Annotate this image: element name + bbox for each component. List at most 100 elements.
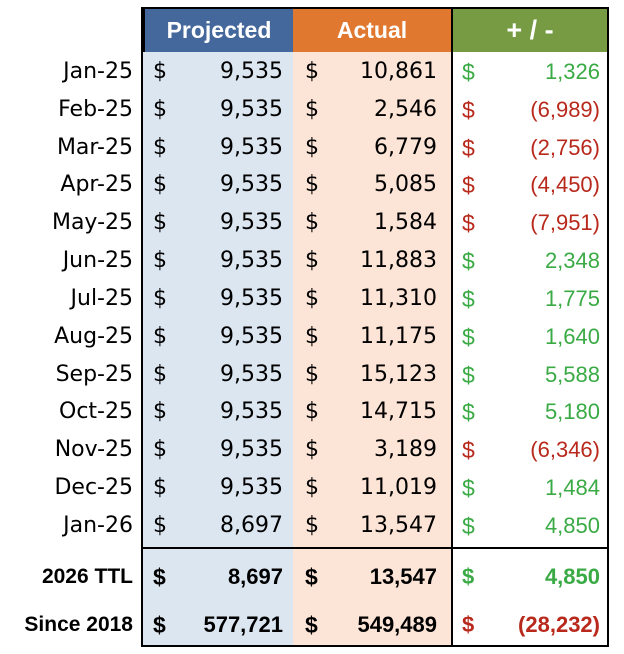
actual-currency-symbol[interactable]: $: [305, 59, 319, 84]
difference-value[interactable]: (6,989): [530, 97, 600, 122]
row-label[interactable]: Jan-25: [63, 59, 133, 84]
row-label[interactable]: Dec-25: [54, 475, 133, 500]
projected-value[interactable]: 9,535: [220, 324, 283, 349]
difference-currency-symbol[interactable]: $: [462, 97, 475, 123]
projected-value[interactable]: 9,535: [220, 59, 283, 84]
projected-value[interactable]: 9,535: [220, 437, 283, 462]
projected-currency-symbol[interactable]: $: [153, 210, 167, 235]
difference-currency-symbol[interactable]: $: [462, 59, 475, 85]
projected-currency-symbol[interactable]: $: [153, 286, 167, 311]
projected-currency-symbol[interactable]: $: [153, 513, 167, 538]
difference-currency-symbol[interactable]: $: [462, 513, 475, 539]
difference-value[interactable]: 4,850: [544, 564, 600, 589]
actual-currency-symbol[interactable]: $: [305, 437, 319, 462]
projected-currency-symbol[interactable]: $: [153, 172, 167, 197]
actual-value[interactable]: 11,310: [360, 286, 437, 311]
difference-value[interactable]: 5,180: [544, 399, 600, 424]
row-label[interactable]: Nov-25: [54, 437, 133, 462]
actual-value[interactable]: 11,883: [360, 248, 437, 273]
projected-currency-symbol[interactable]: $: [153, 437, 167, 462]
actual-value[interactable]: 5,085: [374, 172, 437, 197]
difference-value[interactable]: 2,348: [544, 248, 600, 273]
projected-value[interactable]: 8,697: [220, 513, 283, 538]
projected-currency-symbol[interactable]: $: [153, 564, 166, 590]
difference-currency-symbol[interactable]: $: [462, 612, 475, 637]
row-label[interactable]: Sep-25: [55, 362, 133, 387]
actual-currency-symbol[interactable]: $: [305, 475, 319, 500]
actual-currency-symbol[interactable]: $: [305, 172, 319, 197]
difference-currency-symbol[interactable]: $: [462, 248, 475, 274]
difference-value[interactable]: 1,640: [544, 324, 600, 349]
projected-value[interactable]: 9,535: [220, 97, 283, 122]
row-label[interactable]: May-25: [51, 210, 133, 235]
projected-header[interactable]: Projected: [143, 7, 293, 52]
projected-value[interactable]: 9,535: [220, 135, 283, 160]
difference-currency-symbol[interactable]: $: [462, 286, 475, 312]
difference-value[interactable]: (4,450): [530, 172, 600, 197]
projected-currency-symbol[interactable]: $: [153, 399, 167, 424]
difference-currency-symbol[interactable]: $: [462, 437, 475, 463]
actual-value[interactable]: 13,547: [360, 513, 437, 538]
projected-currency-symbol[interactable]: $: [153, 59, 167, 84]
difference-value[interactable]: 1,775: [544, 286, 600, 311]
difference-currency-symbol[interactable]: $: [462, 135, 475, 161]
actual-currency-symbol[interactable]: $: [305, 210, 319, 235]
actual-value[interactable]: 6,779: [374, 135, 437, 160]
projected-value[interactable]: 9,535: [220, 362, 283, 387]
projected-currency-symbol[interactable]: $: [153, 135, 167, 160]
actual-value[interactable]: 549,489: [357, 612, 437, 637]
row-label[interactable]: 2026 TTL: [41, 565, 133, 588]
projected-value[interactable]: 9,535: [220, 248, 283, 273]
actual-value[interactable]: 10,861: [360, 59, 437, 84]
difference-currency-symbol[interactable]: $: [462, 564, 475, 589]
actual-value[interactable]: 2,546: [374, 97, 437, 122]
actual-currency-symbol[interactable]: $: [305, 612, 318, 638]
projected-currency-symbol[interactable]: $: [153, 612, 166, 638]
difference-currency-symbol[interactable]: $: [462, 172, 475, 198]
projected-value[interactable]: 9,535: [220, 172, 283, 197]
actual-value[interactable]: 3,189: [374, 437, 437, 462]
difference-value[interactable]: (2,756): [530, 135, 600, 160]
actual-value[interactable]: 1,584: [374, 210, 437, 235]
actual-currency-symbol[interactable]: $: [305, 286, 319, 311]
actual-currency-symbol[interactable]: $: [305, 97, 319, 122]
projected-currency-symbol[interactable]: $: [153, 248, 167, 273]
difference-value[interactable]: (6,346): [530, 437, 600, 462]
difference-currency-symbol[interactable]: $: [462, 210, 475, 236]
difference-currency-symbol[interactable]: $: [462, 475, 475, 501]
difference-value[interactable]: (28,232): [518, 612, 600, 637]
row-label[interactable]: Jun-25: [62, 248, 133, 273]
projected-currency-symbol[interactable]: $: [153, 475, 167, 500]
actual-currency-symbol[interactable]: $: [305, 135, 319, 160]
actual-currency-symbol[interactable]: $: [305, 324, 319, 349]
row-label[interactable]: Apr-25: [60, 172, 133, 197]
actual-currency-symbol[interactable]: $: [305, 248, 319, 273]
actual-value[interactable]: 11,019: [360, 475, 437, 500]
actual-value[interactable]: 13,547: [369, 564, 437, 589]
actual-value[interactable]: 11,175: [360, 324, 437, 349]
projected-currency-symbol[interactable]: $: [153, 97, 167, 122]
row-label[interactable]: Jan-26: [63, 513, 133, 538]
actual-currency-symbol[interactable]: $: [305, 399, 319, 424]
actual-value[interactable]: 14,715: [360, 399, 437, 424]
difference-value[interactable]: (7,951): [530, 210, 600, 235]
actual-currency-symbol[interactable]: $: [305, 564, 318, 590]
projected-currency-symbol[interactable]: $: [153, 362, 167, 387]
difference-currency-symbol[interactable]: $: [462, 362, 475, 388]
projected-value[interactable]: 9,535: [220, 399, 283, 424]
row-label[interactable]: Feb-25: [58, 97, 133, 122]
difference-value[interactable]: 1,484: [544, 475, 600, 500]
actual-currency-symbol[interactable]: $: [305, 362, 319, 387]
projected-value[interactable]: 9,535: [220, 210, 283, 235]
projected-value[interactable]: 9,535: [220, 475, 283, 500]
difference-currency-symbol[interactable]: $: [462, 324, 475, 350]
difference-value[interactable]: 4,850: [544, 513, 600, 538]
difference-value[interactable]: 5,588: [544, 362, 600, 387]
difference-currency-symbol[interactable]: $: [462, 399, 475, 425]
row-label[interactable]: Mar-25: [56, 135, 133, 160]
projected-value[interactable]: 8,697: [227, 564, 283, 589]
actual-header[interactable]: Actual: [293, 7, 451, 52]
projected-currency-symbol[interactable]: $: [153, 324, 167, 349]
projected-value[interactable]: 9,535: [220, 286, 283, 311]
actual-value[interactable]: 15,123: [360, 362, 437, 387]
